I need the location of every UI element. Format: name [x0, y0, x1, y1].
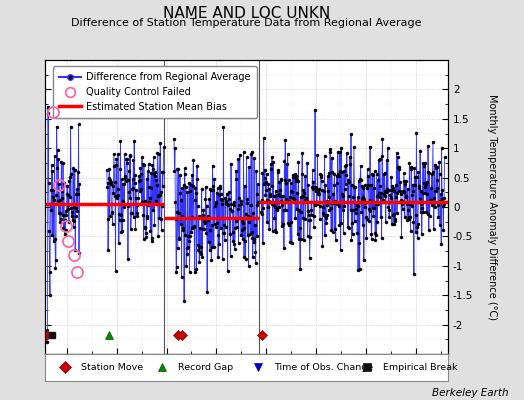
Text: Empirical Break: Empirical Break: [384, 363, 458, 372]
Text: Record Gap: Record Gap: [178, 363, 233, 372]
Y-axis label: Monthly Temperature Anomaly Difference (°C): Monthly Temperature Anomaly Difference (…: [487, 94, 497, 320]
Text: Difference of Station Temperature Data from Regional Average: Difference of Station Temperature Data f…: [71, 18, 421, 28]
Legend: Difference from Regional Average, Quality Control Failed, Estimated Station Mean: Difference from Regional Average, Qualit…: [53, 66, 257, 118]
Text: Time of Obs. Change: Time of Obs. Change: [275, 363, 374, 372]
Text: Berkeley Earth: Berkeley Earth: [432, 388, 508, 398]
Text: Station Move: Station Move: [81, 363, 143, 372]
Text: NAME AND LOC UNKN: NAME AND LOC UNKN: [162, 6, 330, 21]
